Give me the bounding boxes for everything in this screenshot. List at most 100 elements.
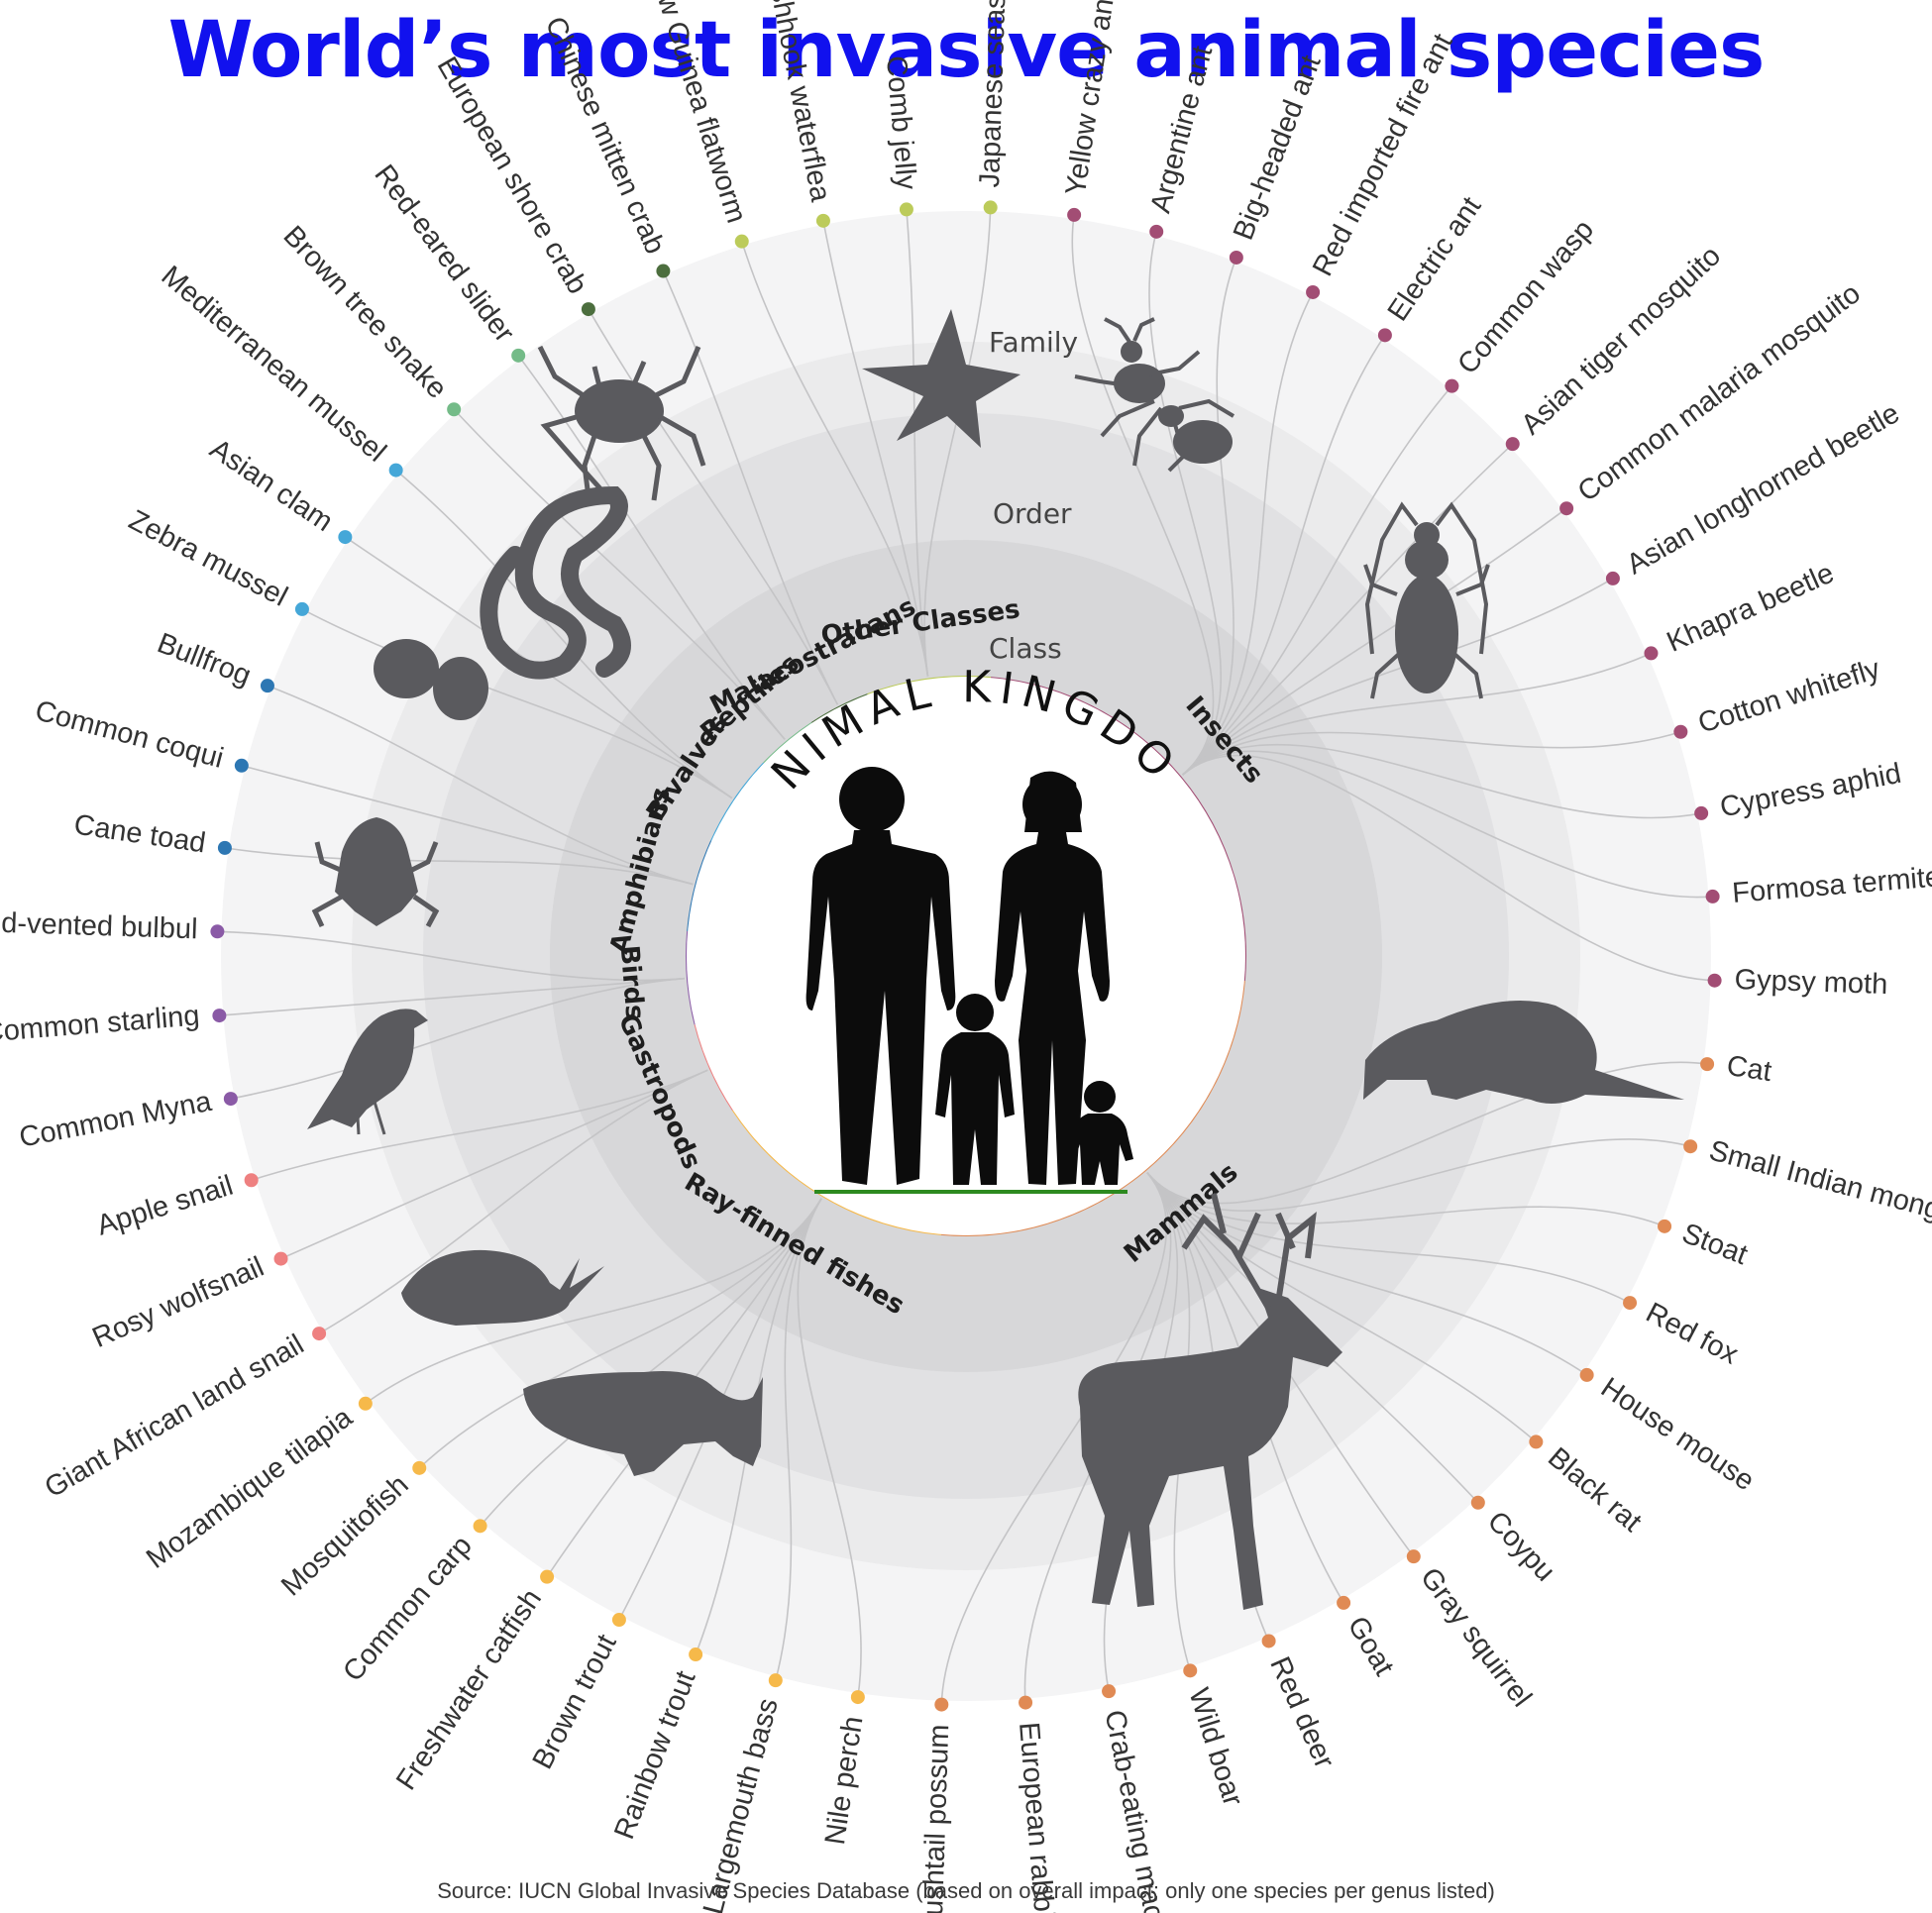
species-label-rosy-wolfsnail: Rosy wolfsnail (88, 1251, 268, 1354)
species-label-red-vented-bulbul: Red-vented bulbul (0, 906, 198, 946)
connector-electric-ant (1182, 334, 1386, 776)
species-label-cat: Cat (1725, 1050, 1773, 1088)
species-label-common-coqui: Common coqui (32, 694, 227, 775)
species-dot-largemouth-bass (768, 1673, 783, 1688)
connector-cat (1146, 1061, 1708, 1205)
connector-yellow-crazy-ant (1071, 214, 1215, 776)
species-dot-common-wasp (1445, 378, 1459, 393)
species-dot-asian-tiger-mosquito (1505, 437, 1520, 452)
species-dot-gray-squirrel (1406, 1549, 1421, 1564)
species-label-new-guinea-flatworm: New Guinea flatworm (640, 0, 752, 227)
connector-black-rat (1146, 1172, 1537, 1443)
species-dot-red-eared-slider (511, 348, 526, 363)
species-dot-freshwater-catfish (540, 1569, 555, 1584)
species-dot-goat (1337, 1595, 1351, 1610)
species-label-chinese-mitten-crab: Chinese mitten crab (539, 12, 672, 259)
species-dot-crab-eating-macaque (1102, 1684, 1117, 1699)
species-dot-red-imported-fire-ant (1306, 284, 1321, 299)
species-dot-red-deer (1261, 1634, 1276, 1648)
connector-bullfrog (267, 685, 694, 886)
species-dot-chinese-mitten-crab (656, 264, 671, 278)
species-dot-red-vented-bulbul (210, 924, 225, 939)
species-label-comb-jelly: Comb jelly (880, 54, 922, 191)
species-dot-mosquitofish (412, 1460, 427, 1475)
species-dot-european-rabbit (1019, 1695, 1033, 1710)
connector-rosy-wolfsnail (280, 1069, 708, 1260)
species-dot-formosa-termite (1705, 889, 1720, 903)
species-label-cotton-whitefly: Cotton whitefly (1694, 653, 1884, 740)
snake-icon (480, 485, 631, 680)
species-dot-european-shore-crab (581, 302, 595, 317)
species-dot-common-coqui (234, 758, 249, 773)
snail-icon (401, 1249, 604, 1326)
species-label-formosa-termite: Formosa termite (1731, 861, 1932, 909)
species-dot-nile-perch (850, 1690, 865, 1705)
connector-red-fox (1146, 1172, 1631, 1304)
human-family-icon (805, 767, 1133, 1185)
species-label-apple-snail: Apple snail (93, 1170, 237, 1242)
level-label-order: Order (993, 497, 1072, 530)
species-dot-bullfrog (260, 679, 274, 693)
connector-small-indian-mongoose (1146, 1138, 1691, 1212)
species-dots (210, 200, 1722, 1712)
species-label-cane-toad: Cane toad (72, 808, 208, 859)
connector-asian-longhorned-beetle (1182, 578, 1614, 776)
species-dot-brushtail-possum (934, 1697, 949, 1712)
species-label-common-wasp: Common wasp (1451, 214, 1600, 380)
species-dot-stoat (1658, 1219, 1672, 1233)
species-dot-big-headed-ant (1229, 250, 1243, 265)
connector-new-guinea-flatworm (740, 241, 929, 677)
connector-zebra-mussel (301, 608, 733, 799)
class-label-birds: Birds (614, 944, 650, 1021)
species-dot-red-fox (1623, 1296, 1638, 1311)
species-label-yellow-crazy-ant: Yellow crazy ant (1060, 0, 1122, 197)
species-dot-coypu (1470, 1495, 1485, 1510)
crab-icon (537, 345, 706, 506)
species-dot-brown-tree-snake (447, 402, 462, 417)
connector-european-shore-crab (588, 308, 839, 705)
species-dot-wild-boar (1183, 1663, 1198, 1678)
connector-khapra-beetle (1182, 652, 1652, 776)
connector-apple-snail (251, 1069, 708, 1182)
connector-japanese-seastar (923, 207, 992, 677)
connector-common-starling (219, 977, 685, 1016)
species-label-nile-perch: Nile perch (819, 1714, 870, 1847)
species-label-fishhook-waterflea: Fishhook waterflea (759, 0, 836, 205)
species-dot-mediterranean-mussel (388, 463, 403, 478)
connector-cotton-whitefly (1182, 730, 1681, 776)
species-label-common-carp: Common carp (337, 1530, 478, 1687)
connector-common-wasp (1182, 385, 1453, 776)
species-dot-cotton-whitefly (1673, 724, 1688, 739)
connector-common-carp (479, 1198, 822, 1527)
species-dot-gypsy-moth (1707, 973, 1722, 988)
connector-common-myna (230, 977, 685, 1100)
species-dot-japanese-seastar (983, 200, 998, 215)
species-dot-mozambique-tilapia (358, 1396, 373, 1411)
species-dot-electric-ant (1377, 328, 1392, 343)
species-label-black-rat: Black rat (1542, 1441, 1648, 1539)
species-label-brushtail-possum: Brushtail possum (916, 1724, 955, 1913)
connector-cane-toad (224, 847, 694, 886)
species-label-mosquitofish: Mosquitofish (275, 1469, 415, 1603)
connector-asian-tiger-mosquito (1182, 443, 1514, 776)
species-dot-new-guinea-flatworm (734, 234, 749, 249)
connector-comb-jelly (906, 209, 929, 677)
connector-red-vented-bulbul (217, 930, 685, 982)
species-label-goat: Goat (1342, 1611, 1400, 1680)
species-dot-yellow-crazy-ant (1067, 207, 1082, 222)
species-dot-common-myna (223, 1092, 238, 1107)
species-label-house-mouse: House mouse (1595, 1372, 1760, 1498)
species-label-zebra-mussel: Zebra mussel (124, 504, 293, 613)
connector-nile-perch (797, 1198, 862, 1698)
connector-gypsy-moth (1182, 754, 1715, 982)
species-dot-apple-snail (244, 1173, 259, 1188)
connector-common-coqui (241, 765, 694, 886)
species-dot-small-indian-mongoose (1683, 1139, 1698, 1154)
species-label-common-myna: Common Myna (17, 1086, 215, 1154)
species-dot-fishhook-waterflea (815, 213, 830, 228)
species-dot-khapra-beetle (1644, 646, 1659, 661)
connector-brown-tree-snake (453, 408, 786, 740)
connector-common-malaria-mosquito (1182, 507, 1567, 776)
longhorned-beetle-icon (1363, 501, 1490, 699)
